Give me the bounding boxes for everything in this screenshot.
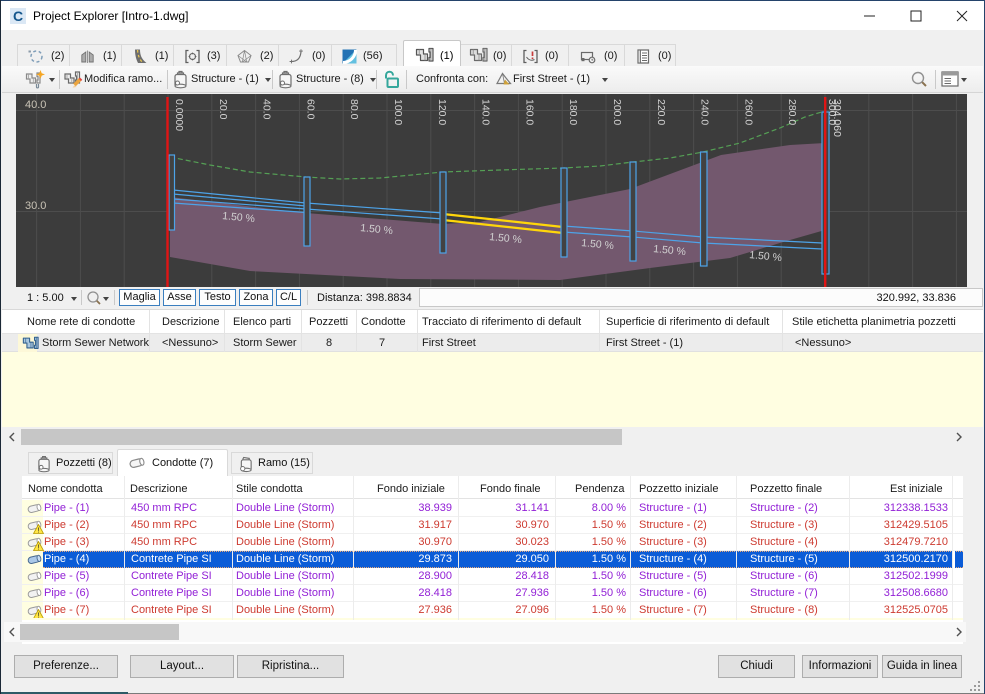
svg-text:100.0: 100.0 [392,99,404,125]
svg-text:30.0: 30.0 [25,200,46,212]
svg-text:40.0: 40.0 [261,99,273,120]
svg-text:0.0000: 0.0000 [173,99,185,131]
svg-text:280.0: 280.0 [786,99,798,125]
svg-text:140.0: 140.0 [480,99,492,125]
svg-text:240.0: 240.0 [699,99,711,125]
svg-text:200.0: 200.0 [611,99,623,125]
svg-text:1.50 %: 1.50 % [222,210,256,225]
svg-text:180.0: 180.0 [567,99,579,125]
svg-text:120.0: 120.0 [436,99,448,125]
svg-text:304.060: 304.060 [831,99,843,137]
svg-text:260.0: 260.0 [742,99,754,125]
svg-text:160.0: 160.0 [523,99,535,125]
svg-text:!: ! [37,611,39,619]
svg-text:220.0: 220.0 [655,99,667,125]
svg-text:60.0: 60.0 [304,99,316,120]
svg-text:1.50 %: 1.50 % [653,243,687,258]
svg-text:1.50 %: 1.50 % [489,231,523,246]
svg-text:20.0: 20.0 [217,99,229,120]
svg-text:C: C [13,8,23,24]
svg-text:80.0: 80.0 [348,99,360,120]
svg-text:1.50 %: 1.50 % [749,249,783,264]
svg-text:!: ! [37,543,39,551]
svg-text:!: ! [37,526,39,534]
svg-text:1.50 %: 1.50 % [360,222,394,237]
svg-text:1.50 %: 1.50 % [581,237,615,252]
svg-text:40.0: 40.0 [25,99,46,111]
